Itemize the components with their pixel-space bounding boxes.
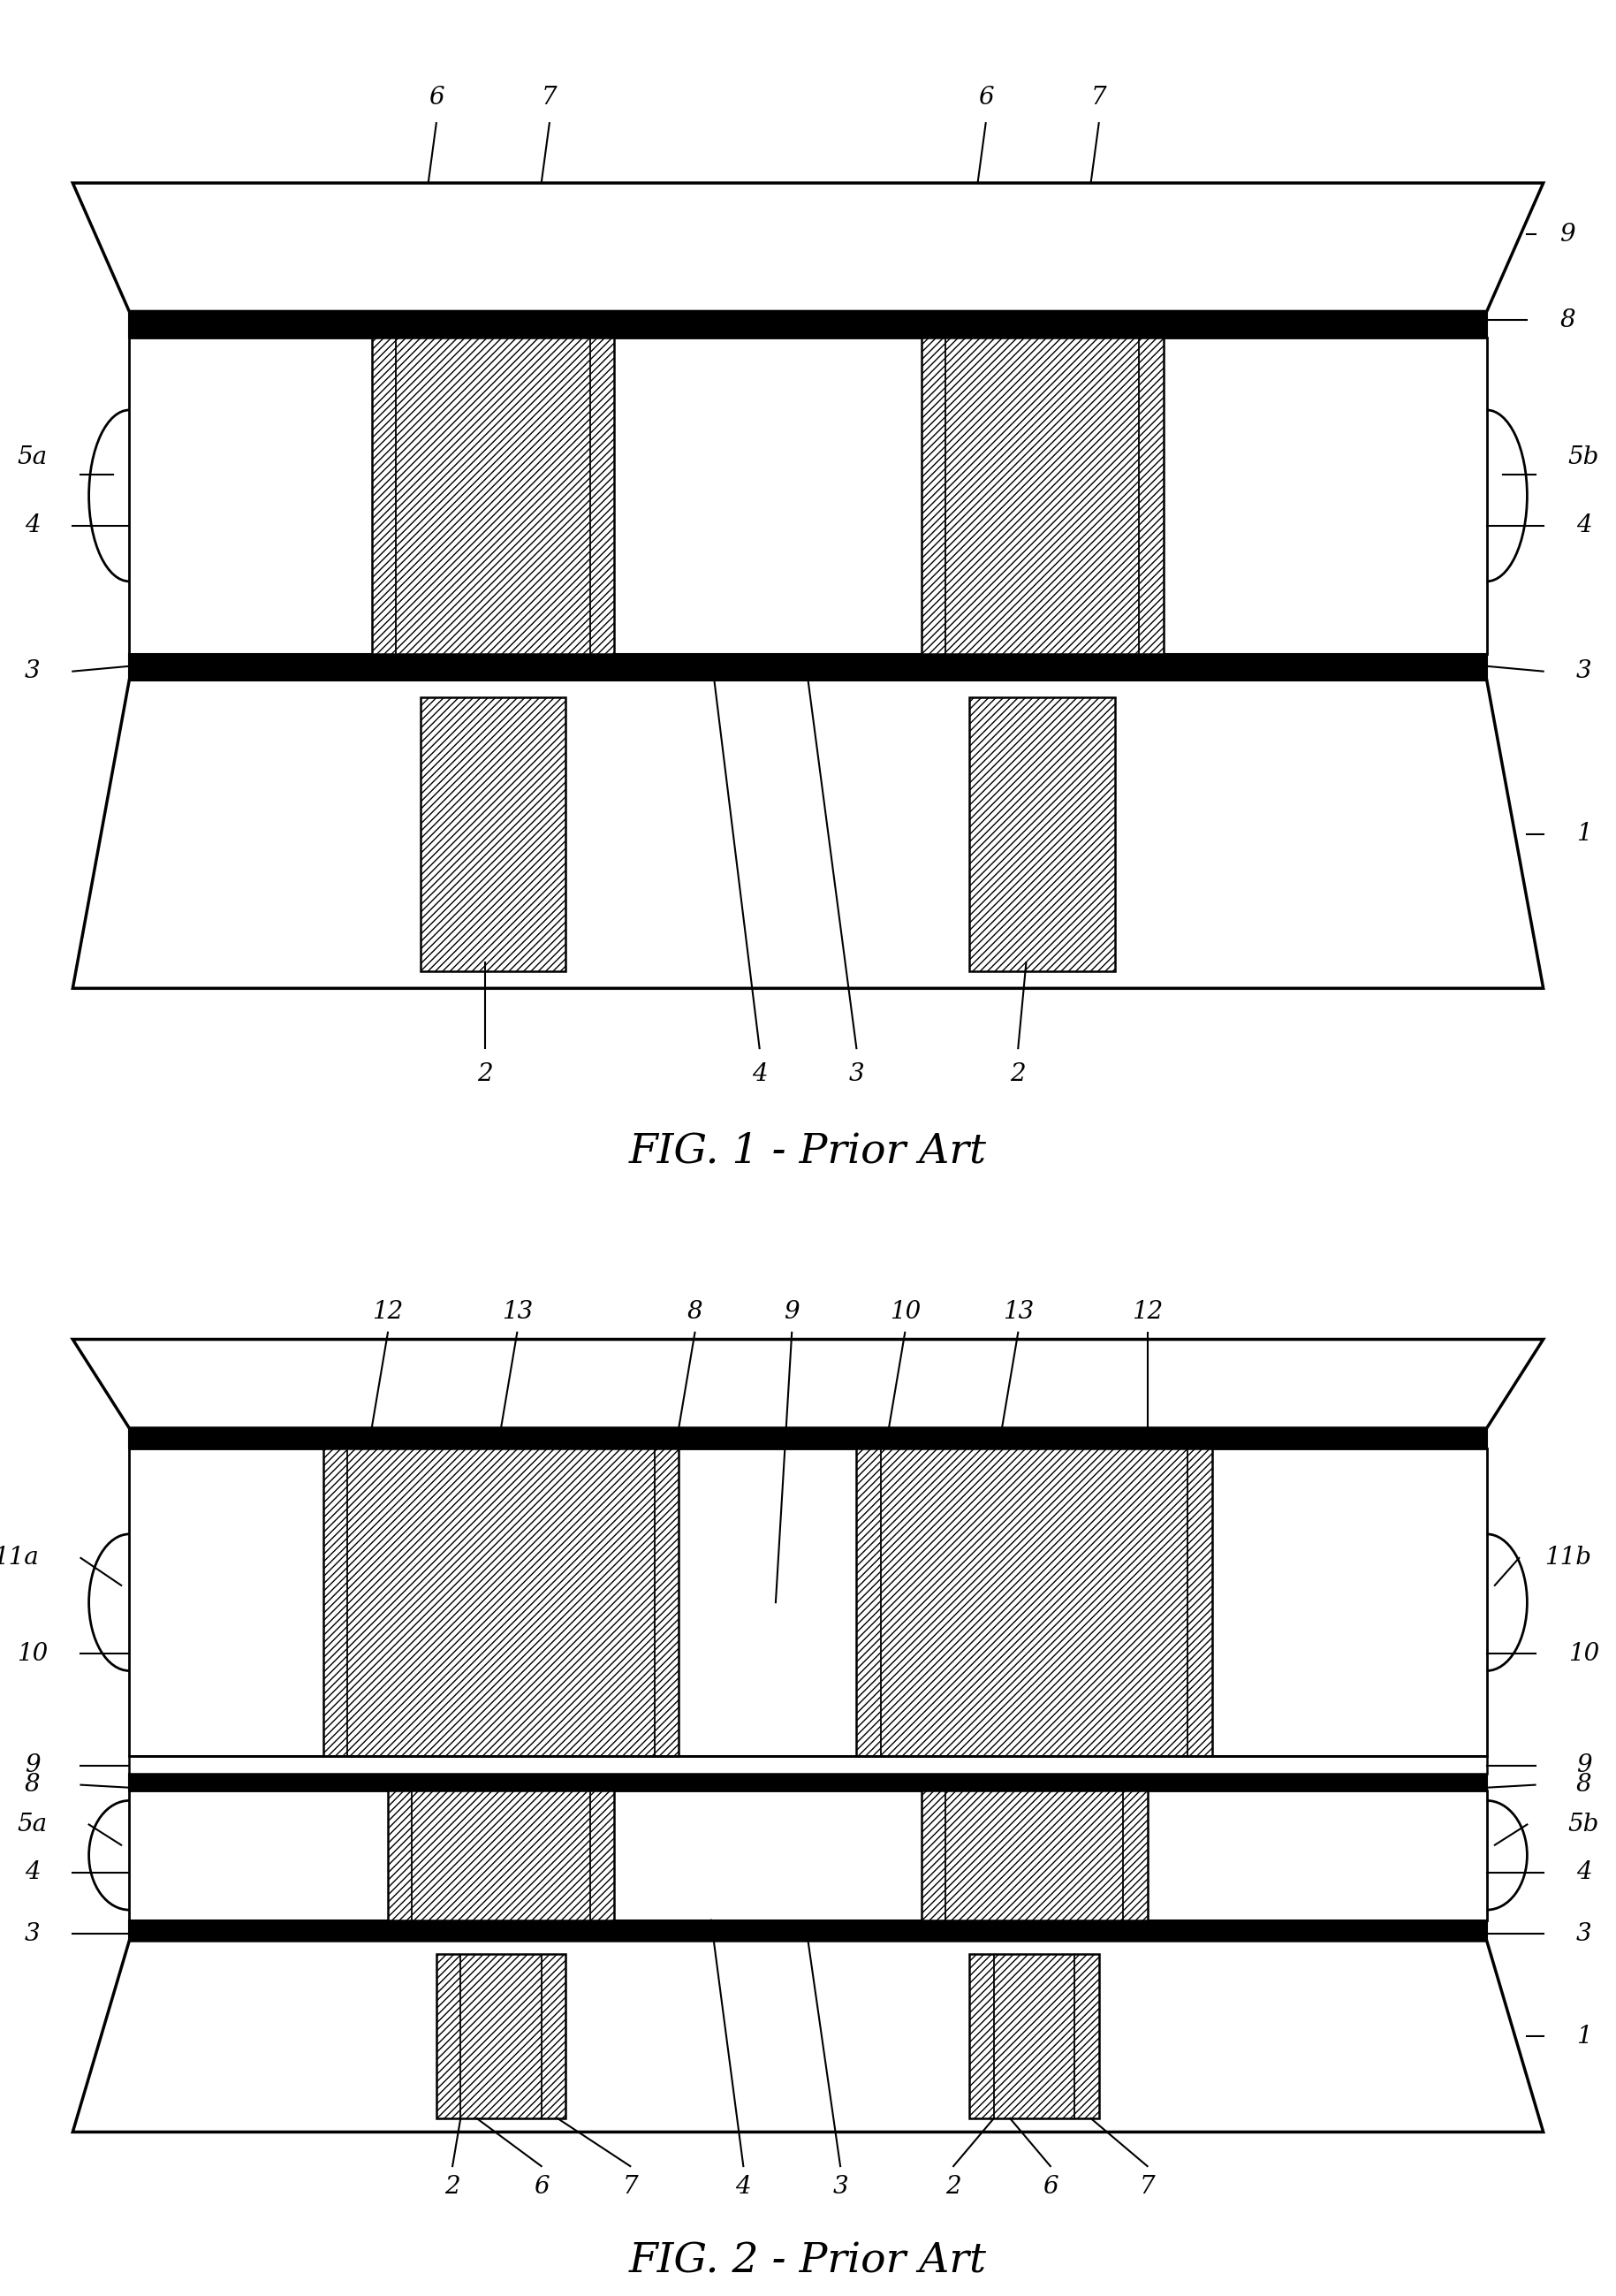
Bar [921,1791,1147,1919]
Bar [970,698,1115,971]
Polygon shape [73,184,1543,312]
Text: 12: 12 [372,1300,404,1325]
Text: 7: 7 [1139,2174,1155,2200]
Text: 11b: 11b [1545,1545,1590,1570]
Text: 7: 7 [1091,85,1107,110]
Text: 2: 2 [444,2174,461,2200]
Text: 4: 4 [1576,514,1592,537]
Text: 3: 3 [24,1922,40,1945]
Text: 3: 3 [832,2174,848,2200]
Text: 4: 4 [735,2174,751,2200]
Bar [323,1449,679,1756]
Text: 13: 13 [1002,1300,1034,1325]
Text: 5b: 5b [1568,1812,1600,1837]
Text: 5a: 5a [18,445,47,468]
Text: 5b: 5b [1568,445,1600,468]
Text: 4: 4 [751,1063,768,1086]
Polygon shape [73,1940,1543,2133]
Text: 8: 8 [1559,308,1576,333]
Text: 13: 13 [501,1300,533,1325]
Bar [129,312,1487,338]
Text: 2: 2 [1010,1063,1026,1086]
Text: 6: 6 [533,2174,549,2200]
Text: 2: 2 [477,1063,493,1086]
Bar [129,1791,1487,1919]
Text: 7: 7 [622,2174,638,2200]
Bar [436,1954,566,2119]
Bar [129,1428,1487,1449]
Text: 6: 6 [428,85,444,110]
Bar [129,338,1487,654]
Text: FIG. 2 - Prior Art: FIG. 2 - Prior Art [629,2241,987,2282]
Text: 4: 4 [24,1860,40,1885]
Bar [129,1919,1487,1940]
Text: 6: 6 [1042,2174,1058,2200]
Text: 1: 1 [1576,822,1592,845]
Bar [129,1449,1487,1756]
Text: 4: 4 [24,514,40,537]
Text: 5a: 5a [18,1812,47,1837]
Text: 11a: 11a [0,1545,39,1570]
Bar [856,1449,1212,1756]
Bar [420,698,566,971]
Bar [129,1756,1487,1775]
Text: 1: 1 [1576,2025,1592,2048]
Bar [372,338,614,654]
Bar [921,338,1164,654]
Text: 3: 3 [24,659,40,684]
Text: 8: 8 [1576,1773,1592,1798]
Text: 9: 9 [1576,1754,1592,1777]
Text: 12: 12 [1131,1300,1164,1325]
Text: 10: 10 [16,1642,48,1665]
Text: 3: 3 [1576,659,1592,684]
Text: 8: 8 [687,1300,703,1325]
Bar [970,1954,1099,2119]
Text: 4: 4 [1576,1860,1592,1885]
Text: 9: 9 [784,1300,800,1325]
Text: 9: 9 [24,1754,40,1777]
Text: 2: 2 [945,2174,962,2200]
Text: 10: 10 [1568,1642,1600,1665]
Bar [129,1775,1487,1791]
Polygon shape [73,1339,1543,1428]
Bar [388,1791,614,1919]
Text: FIG. 1 - Prior Art: FIG. 1 - Prior Art [629,1132,987,1171]
Text: 10: 10 [889,1300,921,1325]
Text: 6: 6 [978,85,994,110]
Text: 7: 7 [541,85,558,110]
Bar [129,654,1487,680]
Text: 3: 3 [848,1063,865,1086]
Text: 9: 9 [1559,223,1576,246]
Polygon shape [73,680,1543,987]
Text: 8: 8 [24,1773,40,1798]
Text: 3: 3 [1576,1922,1592,1945]
